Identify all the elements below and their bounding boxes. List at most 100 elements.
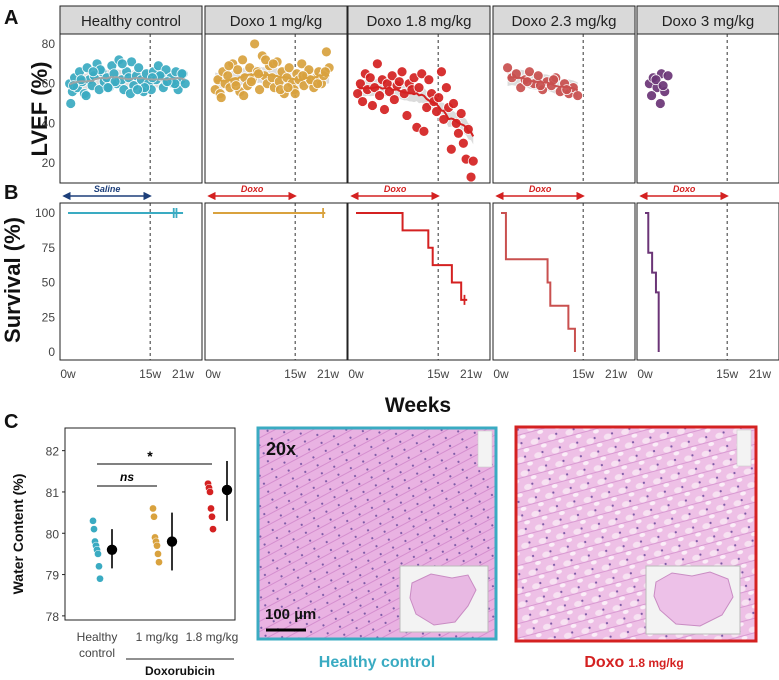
water-point bbox=[155, 558, 163, 567]
lvef-point bbox=[657, 80, 669, 92]
survival-ytick: 25 bbox=[42, 310, 56, 324]
weeks-axis-title: Weeks bbox=[385, 394, 451, 417]
survival-panel-frame bbox=[204, 202, 348, 361]
lvef-point bbox=[436, 66, 447, 78]
water-point bbox=[154, 550, 162, 558]
lvef-point bbox=[455, 108, 467, 119]
survival-xtick: 15w bbox=[572, 367, 594, 381]
treatment-arrow-label: Doxo bbox=[529, 184, 552, 194]
water-xlabel-control: control bbox=[79, 646, 115, 660]
doxo-caption-main: Doxo bbox=[584, 654, 624, 671]
lvef-point bbox=[367, 100, 378, 111]
facet-1: Doxo 1 mg/kg Doxo 0w 15w 21w bbox=[204, 5, 348, 381]
facet-title: Doxo 1 mg/kg bbox=[230, 13, 323, 30]
lvef-point bbox=[465, 171, 477, 183]
water-ytick: 79 bbox=[46, 569, 60, 583]
survival-ytick: 0 bbox=[48, 345, 55, 359]
facet-strip bbox=[636, 5, 779, 35]
lvef-point bbox=[457, 137, 469, 149]
water-point bbox=[207, 504, 215, 513]
lvef-point bbox=[232, 64, 244, 76]
water-point bbox=[90, 525, 98, 533]
lvef-point bbox=[215, 92, 227, 103]
lvef-point bbox=[289, 88, 301, 99]
water-xlabel-18mg: 1.8 mg/kg bbox=[186, 630, 239, 644]
survival-xtick: 21w bbox=[172, 367, 194, 381]
survival-panel-frame bbox=[636, 202, 779, 361]
lvef-ylabel-text: LVEF (%) bbox=[27, 62, 52, 157]
survival-ylabel-text: Survival (%) bbox=[0, 217, 25, 343]
survival-xtick: 0w bbox=[60, 367, 76, 381]
lvef-point bbox=[237, 54, 248, 66]
lvef-point bbox=[320, 46, 332, 58]
water-point bbox=[94, 550, 102, 558]
lvef-point bbox=[413, 82, 425, 94]
lvef-point bbox=[416, 68, 428, 80]
treatment-arrow-label: Doxo bbox=[673, 184, 696, 194]
histology-doxo: Doxo 1.8 mg/kg bbox=[514, 425, 758, 671]
water-ytick: 82 bbox=[46, 445, 60, 459]
lvef-trend-line bbox=[69, 75, 186, 86]
survival-xtick: 0w bbox=[493, 367, 509, 381]
panel-label-c: C bbox=[4, 411, 18, 433]
lvef-point bbox=[654, 98, 666, 109]
survival-xtick: 21w bbox=[317, 367, 339, 381]
lvef-ytick: 80 bbox=[42, 37, 56, 51]
survival-ytick: 100 bbox=[35, 206, 55, 220]
lvef-point bbox=[254, 84, 265, 96]
lvef-point bbox=[646, 90, 657, 101]
lvef-axis-title: LVEF (%) bbox=[27, 62, 52, 157]
lvef-ytick: 60 bbox=[42, 77, 56, 91]
lvef-point bbox=[132, 84, 143, 96]
water-mean-dot bbox=[166, 536, 178, 547]
lvef-point bbox=[532, 70, 544, 82]
lvef-trend-line bbox=[214, 72, 330, 83]
lvef-point bbox=[102, 82, 114, 94]
lvef-point bbox=[364, 72, 376, 84]
facet-2: Doxo 1.8 mg/kg Doxo 0w 15w 21w bbox=[347, 5, 491, 381]
histology-healthy: 20x 100 µm Healthy control bbox=[256, 426, 498, 671]
facet-strip bbox=[59, 5, 203, 35]
lvef-point bbox=[245, 76, 257, 88]
lvef-panel-frame bbox=[59, 33, 203, 184]
lvef-point bbox=[650, 74, 662, 86]
survival-xtick: 0w bbox=[348, 367, 364, 381]
survival-panel-frame bbox=[347, 202, 491, 361]
treatment-arrow-label: Saline bbox=[94, 184, 121, 194]
survival-xtick: 15w bbox=[139, 367, 161, 381]
lvef-point bbox=[502, 62, 513, 74]
facet-title: Doxo 2.3 mg/kg bbox=[511, 13, 616, 30]
viewer-zoom-widget-healthy bbox=[477, 430, 493, 468]
treatment-arrow-label: Doxo bbox=[384, 184, 407, 194]
facet-grid: 20 40 60 80 0 25 50 75 100 Healthy control Saline 0… bbox=[35, 5, 779, 381]
svg-text:LVEF (%): LVEF (%) bbox=[27, 62, 52, 157]
survival-step-line bbox=[356, 212, 468, 301]
lvef-point bbox=[230, 80, 242, 92]
survival-xtick: 21w bbox=[749, 367, 771, 381]
magnification-label: 20x bbox=[266, 439, 296, 459]
survival-xtick: 15w bbox=[716, 367, 738, 381]
lvef-point bbox=[421, 102, 433, 113]
lvef-point bbox=[249, 38, 261, 50]
water-point bbox=[206, 488, 214, 496]
lvef-point bbox=[445, 143, 457, 155]
facet-0: Healthy control Saline 0w 15w 21w bbox=[59, 5, 203, 381]
survival-axis-title: Survival (%) bbox=[0, 217, 25, 343]
histology-healthy-caption: Healthy control bbox=[319, 654, 435, 671]
facet-strip bbox=[347, 5, 491, 35]
lvef-point bbox=[133, 62, 145, 74]
survival-panel-frame bbox=[492, 202, 636, 361]
lvef-point bbox=[179, 78, 191, 90]
lvef-point bbox=[662, 70, 674, 82]
lvef-point bbox=[116, 58, 128, 70]
survival-step-line bbox=[501, 212, 576, 352]
water-point bbox=[153, 541, 161, 550]
water-ylabel: Water Content (%) bbox=[10, 474, 26, 595]
lvef-point bbox=[267, 58, 279, 70]
lvef-point bbox=[312, 78, 324, 90]
water-xlabel-healthy: Healthy bbox=[77, 630, 118, 644]
lvef-point bbox=[418, 125, 430, 137]
water-point bbox=[150, 512, 158, 521]
lvef-point bbox=[393, 76, 405, 88]
lvef-point bbox=[572, 90, 584, 101]
